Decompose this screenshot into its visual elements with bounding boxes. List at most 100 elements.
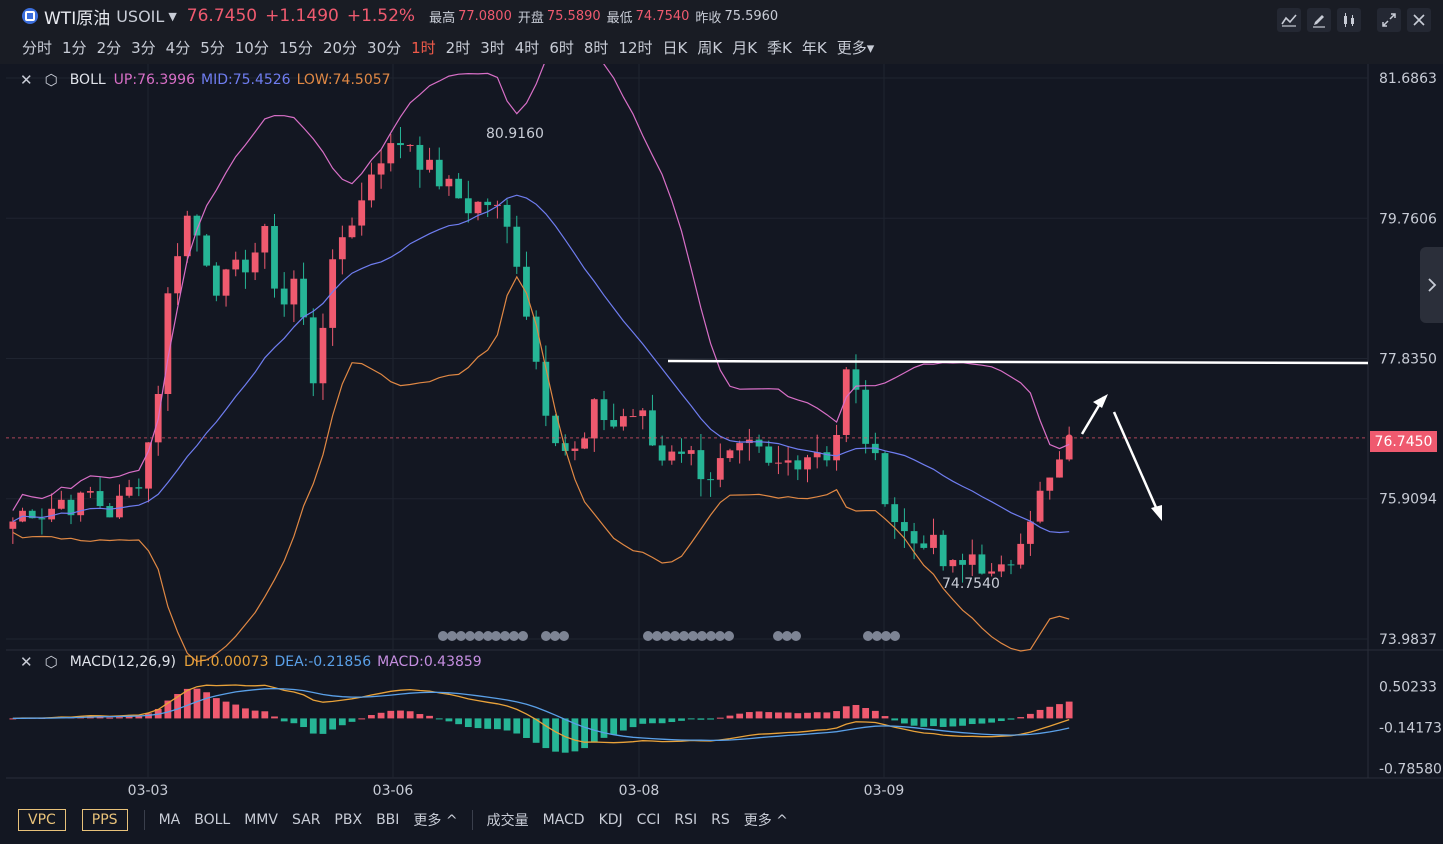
macd-histogram-bar bbox=[532, 718, 540, 743]
settings-icon[interactable]: ⬡ bbox=[44, 71, 58, 89]
candle-body bbox=[251, 252, 259, 273]
tab-timeframe[interactable]: 15分 bbox=[278, 38, 313, 57]
candle-body bbox=[96, 491, 104, 507]
close-indicator-icon[interactable]: ✕ bbox=[20, 653, 33, 671]
overlay-toggle[interactable]: VPC bbox=[18, 809, 66, 831]
macd-histogram-bar bbox=[619, 718, 627, 731]
candle-body bbox=[387, 143, 395, 164]
price-axis-label: 75.9094 bbox=[1379, 492, 1437, 508]
candle-body bbox=[823, 452, 831, 461]
macd-histogram-bar bbox=[503, 718, 511, 731]
price-chart[interactable]: 81.6863 79.7606 77.8350 75.9094 73.9837 03-03… bbox=[6, 64, 1443, 839]
event-marker bbox=[652, 631, 662, 641]
macd-dif: DIF:0.00073 bbox=[184, 654, 269, 670]
main-indicator-button[interactable]: BBI bbox=[376, 812, 400, 828]
main-indicator-button[interactable]: PBX bbox=[334, 812, 363, 828]
tab-timeframe[interactable]: 月K bbox=[732, 38, 758, 57]
indicator-icon[interactable] bbox=[1277, 8, 1301, 32]
tab-timeframe[interactable]: 4时 bbox=[514, 38, 540, 57]
symbol-code[interactable]: USOIL bbox=[116, 6, 165, 26]
fullscreen-icon[interactable] bbox=[1377, 8, 1401, 32]
macd-histogram-bar bbox=[116, 717, 123, 719]
event-marker bbox=[715, 631, 725, 641]
tab-timeframe[interactable]: 30分 bbox=[367, 38, 402, 57]
tab-timeframe[interactable]: 更多▾ bbox=[836, 38, 875, 57]
tab-timeframe[interactable]: 12时 bbox=[618, 38, 653, 57]
tab-timeframe[interactable]: 5分 bbox=[200, 38, 225, 57]
tab-timeframe[interactable]: 2分 bbox=[96, 38, 122, 57]
macd-histogram-bar bbox=[251, 710, 259, 719]
chevron-down-icon[interactable]: ▼ bbox=[168, 9, 177, 23]
tab-timeframe[interactable]: 8时 bbox=[583, 38, 609, 57]
macd-histogram-bar bbox=[891, 718, 899, 721]
low-value: 74.7540 bbox=[635, 8, 690, 24]
timeframe-tabs: 分时 1分 2分 3分 4分 5分 10分 15分 20分 30分 1时 2时 3时 4时 6时 8时 12时日… bbox=[22, 36, 884, 58]
main-indicator-button[interactable]: 更多 ^ bbox=[413, 813, 458, 829]
price-axis-label: 73.9837 bbox=[1379, 632, 1437, 648]
chart-type-icon[interactable] bbox=[1337, 8, 1361, 32]
sub-indicator-button[interactable]: 成交量 bbox=[486, 813, 529, 829]
macd-dea: DEA:-0.21856 bbox=[274, 654, 372, 670]
event-marker bbox=[474, 631, 484, 641]
side-panel-toggle[interactable] bbox=[1420, 247, 1443, 323]
tab-timeframe[interactable]: 日K bbox=[662, 38, 688, 57]
tab-timeframe[interactable]: 3分 bbox=[131, 38, 156, 57]
tab-timeframe[interactable]: 10分 bbox=[234, 38, 269, 57]
macd-histogram-bar bbox=[736, 713, 744, 719]
last-price: 76.7450 bbox=[186, 6, 258, 26]
main-indicator-button[interactable]: MMV bbox=[244, 812, 278, 828]
tab-timeframe[interactable]: 1分 bbox=[62, 38, 87, 57]
tab-timeframe[interactable]: 3时 bbox=[480, 38, 505, 57]
macd-histogram-bar bbox=[755, 711, 763, 719]
tab-timeframe[interactable]: 周K bbox=[697, 38, 723, 57]
main-indicator-button[interactable]: BOLL bbox=[194, 812, 231, 828]
macd-value: MACD:0.43859 bbox=[377, 654, 482, 670]
tab-timeframe[interactable]: 分时 bbox=[22, 38, 53, 57]
candle-body bbox=[338, 237, 346, 260]
macd-histogram-bar bbox=[348, 718, 356, 722]
high-value: 77.0800 bbox=[458, 8, 512, 24]
candle-body bbox=[678, 451, 685, 454]
tab-timeframe[interactable]: 季K bbox=[767, 38, 792, 57]
main-indicator-button[interactable]: MA bbox=[158, 812, 181, 828]
candle-body bbox=[358, 200, 366, 226]
tab-timeframe[interactable]: 2时 bbox=[445, 38, 471, 57]
macd-histogram-bar bbox=[561, 718, 569, 753]
sub-indicator-button[interactable]: RSI bbox=[674, 812, 698, 828]
candle-body bbox=[736, 443, 744, 451]
macd-histogram-bar bbox=[804, 712, 811, 719]
settings-icon[interactable]: ⬡ bbox=[44, 653, 58, 671]
event-marker bbox=[706, 631, 716, 641]
boll-name: BOLL bbox=[69, 72, 106, 88]
arrow-down-shaft bbox=[1112, 411, 1160, 513]
date-axis-label: 03-08 bbox=[619, 783, 660, 799]
tab-timeframe[interactable]: 20分 bbox=[322, 38, 358, 57]
date-axis-label: 03-09 bbox=[864, 783, 905, 799]
candle-body bbox=[726, 450, 734, 459]
sub-indicator-button[interactable]: CCI bbox=[636, 812, 661, 828]
macd-histogram-bar bbox=[232, 704, 240, 719]
macd-histogram-bar bbox=[513, 718, 521, 734]
candle-body bbox=[552, 415, 559, 444]
overlay-toggle[interactable]: PPS bbox=[81, 809, 128, 831]
tab-timeframe[interactable]: 1时 bbox=[411, 38, 436, 57]
tab-timeframe[interactable]: 4分 bbox=[165, 38, 191, 57]
sub-indicator-button[interactable]: RS bbox=[711, 812, 730, 828]
draw-icon[interactable] bbox=[1307, 8, 1331, 32]
symbol-name[interactable]: WTI原油 bbox=[44, 8, 111, 29]
main-indicator-button[interactable]: SAR bbox=[291, 812, 321, 828]
candle-body bbox=[658, 445, 666, 461]
close-indicator-icon[interactable]: ✕ bbox=[20, 71, 33, 89]
tab-timeframe[interactable]: 6时 bbox=[549, 38, 574, 57]
tab-timeframe[interactable]: 年K bbox=[801, 38, 827, 57]
boll-mid: MID:75.4526 bbox=[200, 72, 291, 88]
candle-body bbox=[939, 534, 947, 567]
candle-body bbox=[968, 554, 976, 565]
indicator-bar: VPC PPS MA BOLL MMV SAR PBX BBI 更多 ^ 成交量 MACD KDJ CC… bbox=[0, 801, 1443, 839]
sub-indicator-button[interactable]: MACD bbox=[542, 812, 585, 828]
sub-indicator-button[interactable]: KDJ bbox=[598, 812, 623, 828]
candle-body bbox=[426, 159, 433, 170]
close-icon[interactable] bbox=[1407, 8, 1431, 32]
candle-body bbox=[212, 265, 220, 296]
sub-indicator-button[interactable]: 更多 ^ bbox=[743, 813, 788, 829]
